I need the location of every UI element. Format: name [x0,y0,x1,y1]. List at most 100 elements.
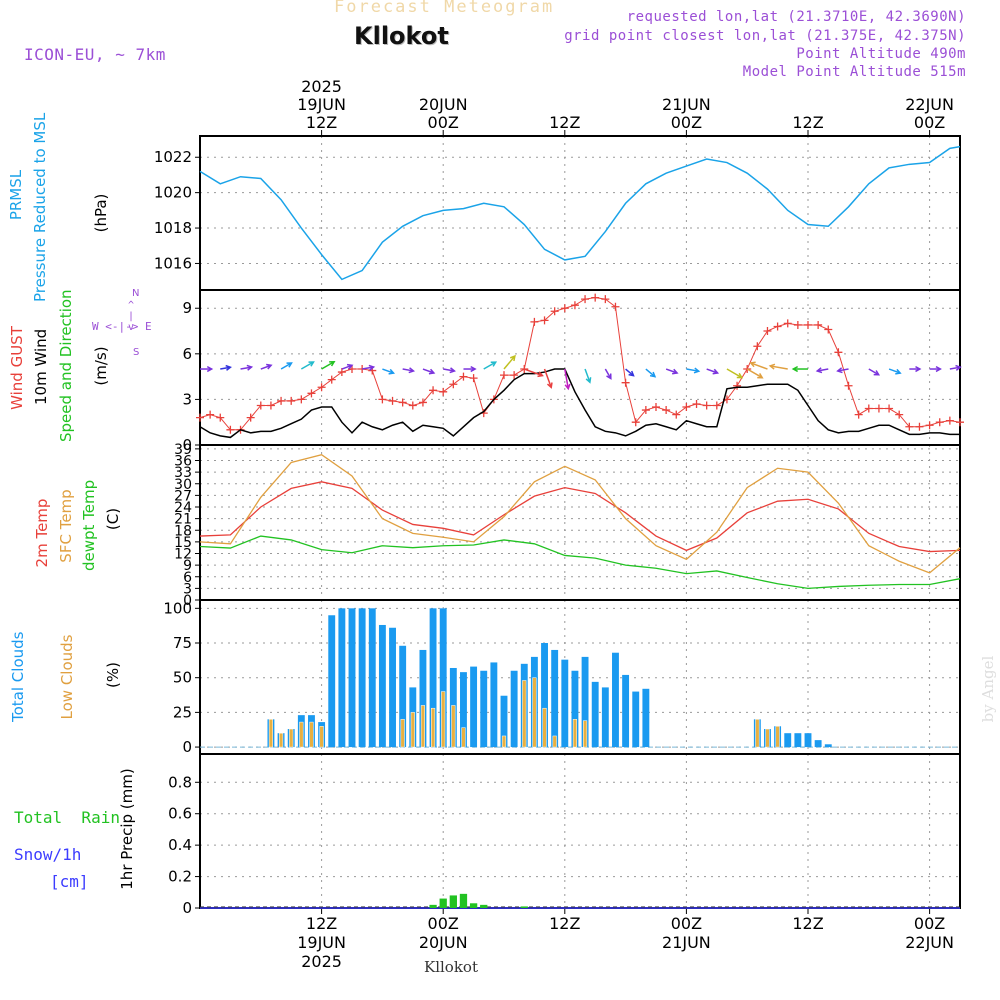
snow-label: Snow/1h [14,845,82,864]
requested-coords: requested lon,lat (21.3710E, 42.3690N) [626,9,966,25]
panel-frame [199,135,961,291]
low-cloud-bar [420,705,426,748]
low-cloud-bar [309,721,314,748]
gust-marker [560,304,569,313]
low-cloud-bar [278,732,284,748]
wind-arrow [422,368,435,374]
wind-arrow [260,364,272,370]
total-cloud-bar [510,670,518,748]
wind-arrow [543,368,552,388]
gust-marker [418,398,427,407]
gust-marker [631,418,640,427]
gust-marker [581,295,590,304]
gust-marker [682,403,691,412]
low-cloud-bar [542,707,547,748]
wind-arrow-head [585,377,592,384]
model-altitude: Model Point Altitude 515m [742,64,966,80]
wind-arrow [868,368,880,376]
total-cloud-bar [632,691,640,748]
wind-arrow-head [564,383,571,391]
total-cloud-bar [804,733,812,748]
bottom-year-label: 2025 [301,952,342,971]
y-tick-label: 33 [174,465,192,481]
total-cloud-bar [612,652,619,748]
panel-frame [199,753,961,909]
total-cloud-bar [794,733,802,748]
location-title: Kllokot [354,22,449,50]
wind-arrow-head [428,368,436,375]
wind-arrow [524,368,543,377]
wind-arrow [949,366,961,370]
gust-marker [753,342,762,351]
top-hour-label: 00Z [671,113,702,132]
model-label: ICON-EU, ~ 7km [24,45,166,64]
gust-marker [702,401,711,410]
gust-marker [246,413,255,422]
rain-bar [439,898,447,908]
rain-bar [429,904,437,908]
y-tick-label: 39 [174,442,192,458]
wind-arrow-head [815,367,823,374]
total-cloud-bar [581,656,589,748]
wind-arrow [726,368,743,379]
top-year-label: 2025 [301,77,342,96]
temp2m-line [199,481,961,553]
y-tick-label: 0 [183,593,192,609]
total-cloud-bar [824,744,832,748]
footer-location: Kllokot [424,958,478,976]
y-tick-label: 0 [182,899,192,917]
wind-arrow-head [749,361,756,368]
low-cloud-bar [451,705,456,748]
gust-marker [287,396,296,405]
y-tick-label: 24 [174,500,192,516]
total-cloud-bar [642,688,650,748]
total-rain-label: Total Rain [14,808,120,827]
panel-frame [199,289,961,446]
gust-marker [510,371,519,380]
compass-vertical-icon: ^ | v [128,300,135,333]
compass-s: S [133,347,140,358]
gust-marker [712,401,721,410]
gust-marker [317,383,326,392]
gust-marker [864,404,873,413]
wind-arrow [665,368,678,374]
wind-arrow-head [935,365,942,373]
wind-arrow [645,368,656,378]
wind-arrow [706,368,718,374]
sfc-temp-line [199,453,961,574]
wind-arrow [888,368,901,374]
total-cloud-bar [399,645,407,748]
y-tick-label: 3 [183,581,192,597]
gust-marker [206,410,215,419]
total-cloud-bar [348,608,356,748]
compass-n: N [132,288,140,299]
gust-marker [945,416,954,425]
wind-arrow-head [736,372,744,379]
wind-arrow-head [490,361,498,367]
wind-arrow-head [915,365,922,373]
wind-arrow [300,361,314,370]
gust-marker [662,406,671,415]
total-cloud-bar [470,666,478,748]
low-cloud-bar [289,728,294,748]
wind-arrow [483,361,497,370]
low-cloud-bar [552,735,557,748]
y-tick-label: 0 [182,738,192,756]
y-tick-label: 0.4 [168,836,192,854]
gridpoint-coords: grid point closest lon,lat (21.375E, 42.… [564,28,966,44]
gust-marker [895,410,904,419]
y-tick-label: 25 [173,703,192,721]
wind-arrow [240,366,252,370]
gust-marker [337,368,346,377]
top-hour-label: 00Z [914,113,945,132]
y-tick-label: 12 [174,547,192,563]
wind-arrow [584,368,591,383]
low-cloud-bar [461,727,466,748]
bottom-hour-label: 12Z [306,914,337,933]
gust-marker [196,413,204,422]
gust-marker [591,293,600,302]
wind-arrow [382,368,394,374]
gust-marker [925,421,934,430]
compass-we: W <-|-> E [92,320,152,333]
low-cloud-bar [522,680,527,748]
